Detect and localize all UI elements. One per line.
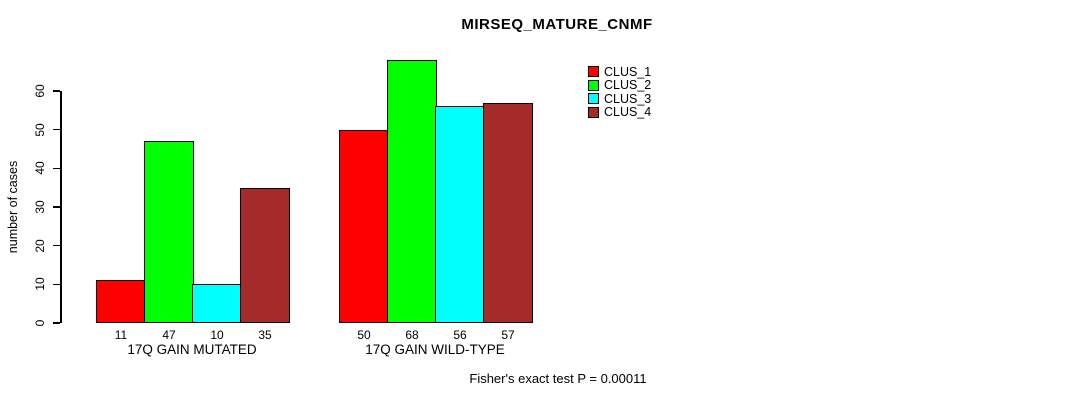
bar-clus_2-2 [387,60,437,323]
legend-label-clus_1: CLUS_1 [604,64,652,79]
bar-value-label: 11 [114,328,128,342]
bar-clus_3-1 [192,284,242,323]
bar-clus_2-1 [144,141,194,323]
bar-value-label: 57 [501,328,515,342]
bar-clus_1-2 [339,129,389,323]
bar-clus_1-1 [96,280,146,323]
y-tick-label: 20 [33,238,47,253]
bar-value-label: 47 [162,328,176,342]
bar-value-label: 35 [258,328,272,342]
y-tick-label: 40 [33,161,47,176]
bar-value-label: 50 [357,328,371,342]
bar-value-label: 68 [405,328,419,342]
bar-clus_4-1 [240,187,290,323]
chart-title: MIRSEQ_MATURE_CNMF [461,16,653,33]
y-tick [53,90,60,92]
category-label: 17Q GAIN WILD-TYPE [365,342,505,357]
footer-annotation: Fisher's exact test P = 0.00011 [469,371,647,386]
y-axis-line [60,91,62,323]
bar-clus_3-2 [435,106,485,323]
y-tick [53,322,60,324]
y-tick-label: 10 [33,277,47,292]
legend-label-clus_2: CLUS_2 [604,78,652,92]
y-tick-label: 50 [33,122,47,137]
y-tick [53,206,60,208]
y-tick-label: 60 [33,84,47,98]
legend-swatch-clus_2 [588,79,599,91]
legend-swatch-clus_4 [588,106,599,118]
legend-swatch-clus_3 [588,93,599,104]
y-tick [53,283,60,286]
legend-swatch-clus_1 [588,66,599,77]
bar-value-label: 56 [453,328,467,342]
bar-clus_4-2 [483,102,533,323]
legend-label-clus_3: CLUS_3 [604,91,652,106]
legend-label-clus_4: CLUS_4 [604,105,652,119]
y-tick [53,128,60,131]
y-tick [53,244,60,247]
category-label: 17Q GAIN MUTATED [127,342,257,357]
y-tick-label: 0 [33,319,47,327]
y-tick-label: 30 [33,200,47,214]
y-tick [53,167,60,170]
bar-value-label: 10 [210,328,224,342]
